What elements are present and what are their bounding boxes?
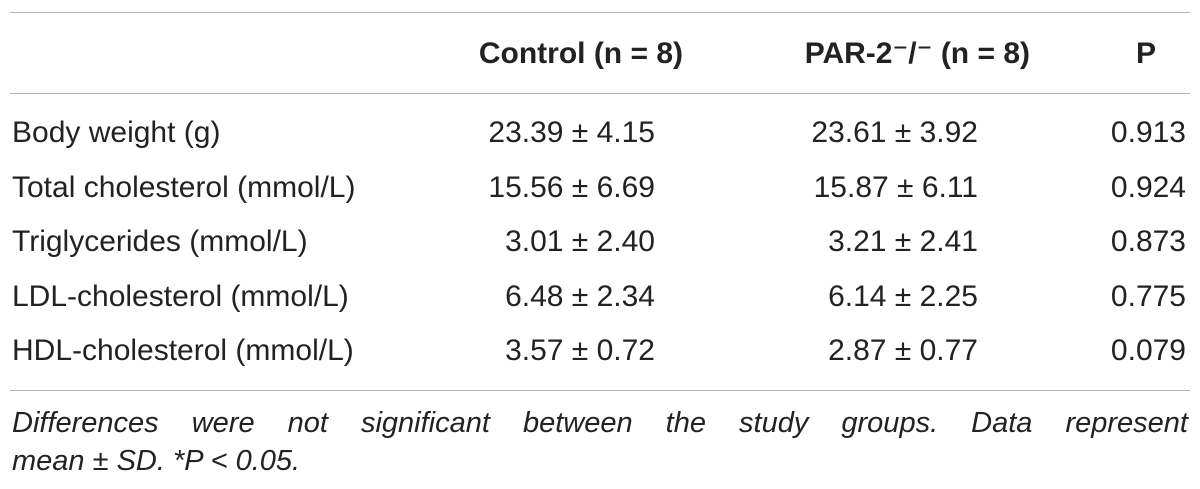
cell-par2: 15.87 ± 6.11 [813, 171, 978, 204]
header-rule [10, 93, 1190, 94]
cell-control: 23.39 ± 4.15 [488, 116, 655, 149]
cell-par2: 2.87 ± 0.77 [828, 334, 978, 367]
row-label: Total cholesterol (mmol/L) [12, 171, 356, 204]
row-label: LDL-cholesterol (mmol/L) [12, 280, 349, 313]
top-rule [10, 12, 1190, 13]
cell-control: 15.56 ± 6.69 [488, 171, 655, 204]
cell-p: 0.775 [1110, 280, 1186, 313]
cell-control: 3.01 ± 2.40 [505, 225, 655, 258]
cell-control: 6.48 ± 2.34 [505, 280, 655, 313]
cell-p: 0.873 [1110, 225, 1186, 258]
footnote-line-2: mean ± SD. *P < 0.05. [12, 445, 301, 477]
row-label: HDL-cholesterol (mmol/L) [12, 334, 354, 367]
row-label: Body weight (g) [12, 116, 221, 149]
row-label: Triglycerides (mmol/L) [12, 225, 308, 258]
cell-par2: 23.61 ± 3.92 [811, 116, 978, 149]
header-p: P [1135, 37, 1156, 70]
cell-par2: 6.14 ± 2.25 [828, 280, 978, 313]
footnote-line-1: Differences were not significant between… [12, 407, 1188, 439]
header-par2: PAR-2⁻/⁻ (n = 8) [804, 37, 1030, 70]
cell-control: 3.57 ± 0.72 [505, 334, 655, 367]
table-footnote: Differences were not significant between… [12, 404, 1188, 480]
cell-p: 0.079 [1110, 334, 1186, 367]
cell-p: 0.913 [1110, 116, 1186, 149]
cell-p: 0.924 [1110, 171, 1186, 204]
header-control: Control (n = 8) [478, 37, 683, 70]
cell-par2: 3.21 ± 2.41 [828, 225, 978, 258]
bottom-rule [10, 390, 1190, 391]
